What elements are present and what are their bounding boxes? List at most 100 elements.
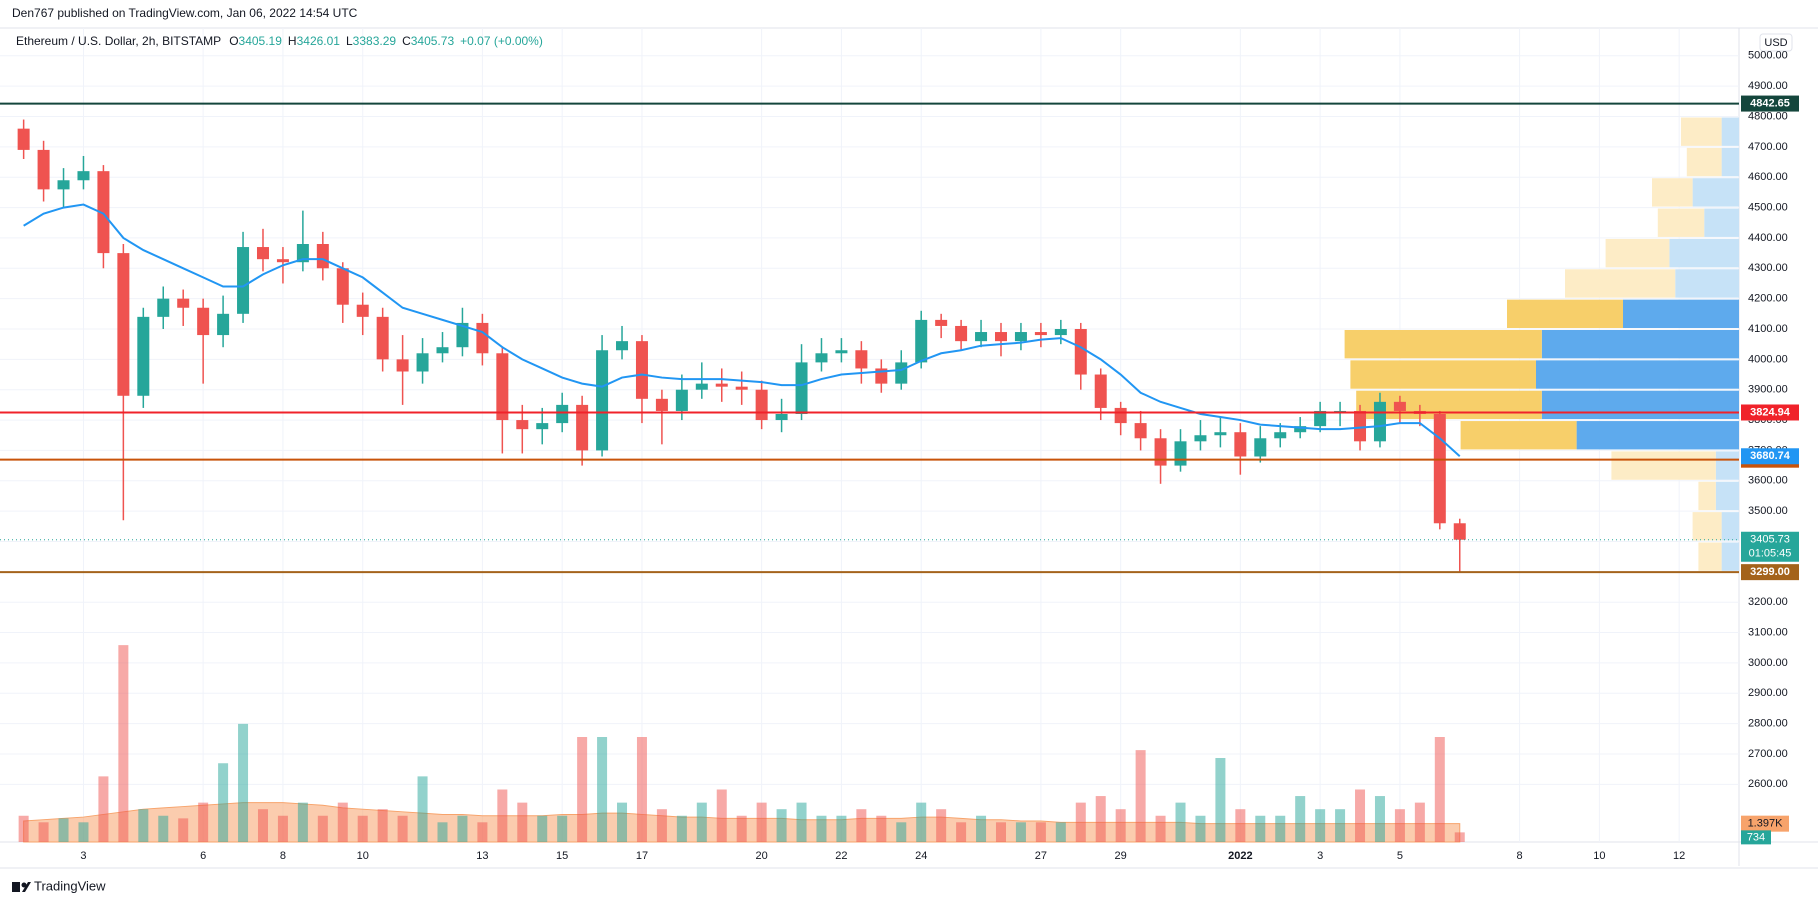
candle-body [895, 362, 908, 384]
volume-bar [1295, 796, 1306, 842]
profile-down [1686, 147, 1722, 177]
candle-body [935, 319, 948, 326]
volume-bar [477, 822, 488, 842]
countdown: 01:05:45 [1749, 548, 1792, 560]
candle-body [1453, 523, 1466, 540]
volume-bar [1235, 809, 1246, 842]
candle-body [975, 332, 988, 342]
volume-bar [636, 737, 647, 842]
x-tick-label: 15 [556, 850, 568, 862]
volume-bar [497, 789, 508, 842]
candle-body [1134, 423, 1147, 439]
volume-bar [1454, 832, 1465, 842]
volume-bar [1255, 815, 1266, 842]
x-tick-label: 22 [835, 850, 847, 862]
volume-bar [58, 818, 69, 842]
candle-body [117, 253, 130, 396]
volume-bar [1075, 802, 1086, 842]
x-tick-label: 24 [915, 850, 927, 862]
x-tick-label: 2022 [1228, 850, 1252, 862]
volume-bar [1195, 815, 1206, 842]
profile-down [1698, 481, 1716, 511]
candle-body [17, 128, 30, 150]
ohlc-letter: O [229, 34, 238, 48]
x-tick-label: 3 [80, 850, 86, 862]
volume-bar [357, 815, 368, 842]
volume-bar [1315, 809, 1326, 842]
candle-body [795, 362, 808, 414]
currency-button[interactable] [1759, 33, 1793, 52]
symbol: Ethereum / U.S. Dollar, 2h, BITSTAMP [16, 34, 221, 48]
candle-body [77, 171, 90, 181]
ohlc-value: 3405.19 [239, 34, 283, 48]
volume-bar [876, 815, 887, 842]
candle-body [217, 313, 230, 336]
volume-bar [118, 645, 129, 842]
volume-bar [1015, 822, 1026, 842]
ohlc-value: 3383.29 [353, 34, 397, 48]
candle-body [735, 386, 748, 390]
profile-up [1721, 117, 1739, 146]
volume-bar [397, 815, 408, 842]
volume-bar [1374, 796, 1385, 842]
volume-ma-label: 1.397K [1748, 818, 1784, 830]
level-label: 3824.94 [1750, 406, 1791, 418]
y-tick-label: 3500.00 [1748, 505, 1788, 517]
volume-bar [577, 737, 588, 842]
x-tick-label: 5 [1397, 850, 1403, 862]
x-tick-label: 27 [1035, 850, 1047, 862]
candle-body [576, 404, 589, 451]
candle-body [1433, 413, 1446, 524]
y-tick-label: 3600.00 [1748, 475, 1788, 487]
candle-body [436, 347, 449, 354]
candle-body [157, 298, 170, 317]
volume-bar [1434, 737, 1445, 842]
legend: Ethereum / U.S. Dollar, 2h, BITSTAMP O340… [16, 34, 543, 48]
plot [0, 28, 1739, 843]
y-tick-label: 3900.00 [1748, 384, 1788, 396]
ohlc-value: 3426.01 [297, 34, 341, 48]
y-tick-label: 3000.00 [1748, 657, 1788, 669]
candle-body [775, 413, 788, 421]
profile-down [1652, 178, 1693, 207]
ohlc-letter: H [288, 34, 297, 48]
candle-body [296, 244, 309, 263]
volume-bar [816, 815, 827, 842]
volume-bar [457, 815, 468, 842]
candle-body [536, 423, 549, 430]
candle-body [616, 341, 629, 351]
x-tick-label: 20 [756, 850, 768, 862]
candle-body [635, 341, 648, 399]
profile-up [1623, 299, 1739, 328]
volume-bar [377, 809, 388, 842]
y-tick-label: 4300.00 [1748, 262, 1788, 274]
profile-up [1536, 360, 1739, 389]
candle-body [755, 389, 768, 421]
y-tick-label: 4700.00 [1748, 141, 1788, 153]
candle-body [1034, 332, 1047, 336]
candle-body [1314, 410, 1327, 427]
volume-bar [597, 737, 608, 842]
y-tick-label: 2900.00 [1748, 687, 1788, 699]
profile-down [1350, 360, 1536, 389]
candle-body [1074, 328, 1087, 375]
x-tick-label: 17 [636, 850, 648, 862]
volume-bar [796, 802, 807, 842]
volume-bar [1175, 802, 1186, 842]
brand-logo [12, 882, 31, 892]
volume-bar [337, 802, 348, 842]
profile-up [1692, 178, 1739, 207]
ma-label: 3680.74 [1750, 450, 1791, 462]
y-tick-label: 4200.00 [1748, 293, 1788, 305]
currency[interactable]: USD [1764, 37, 1787, 49]
x-tick-label: 13 [476, 850, 488, 862]
level-label-box [1741, 404, 1799, 421]
candle-body [197, 307, 210, 336]
level-label-box [1741, 564, 1799, 581]
x-tick-label: 8 [280, 850, 286, 862]
volume-bar [676, 815, 687, 842]
volume-ma-box [1741, 815, 1789, 832]
volume-bar [916, 802, 927, 842]
volume-bar [936, 809, 947, 842]
